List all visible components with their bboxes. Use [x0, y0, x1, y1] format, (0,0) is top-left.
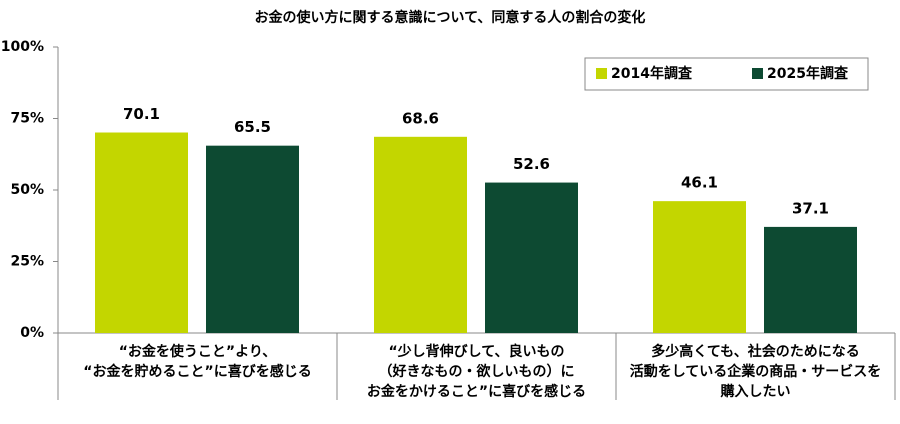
- value-label: 52.6: [513, 155, 550, 173]
- y-tick-label: 75%: [10, 111, 44, 127]
- y-tick-label: 50%: [10, 182, 44, 198]
- y-tick-label: 100%: [1, 39, 44, 55]
- legend-label: 2014年調査: [611, 65, 693, 82]
- y-tick-label: 0%: [20, 325, 44, 341]
- value-label: 46.1: [681, 174, 718, 192]
- legend-label: 2025年調査: [767, 65, 849, 82]
- legend-swatch: [596, 68, 607, 79]
- legend-swatch: [752, 68, 763, 79]
- bar: [374, 136, 467, 333]
- value-label: 37.1: [792, 199, 829, 217]
- value-label: 68.6: [402, 109, 439, 127]
- bar: [764, 226, 857, 333]
- x-tick-label: 多少高くても、社会のためになる活動をしている企業の商品・サービスを購入したい: [630, 343, 882, 400]
- bar: [95, 132, 188, 333]
- bar: [653, 201, 746, 333]
- legend-box: [584, 57, 869, 91]
- value-label: 65.5: [234, 118, 271, 136]
- value-label: 70.1: [123, 105, 160, 123]
- x-tick-label: “少し背伸びして、良いもの（好きなもの・欲しいもの）にお金をかけること”に喜びを…: [367, 343, 586, 400]
- y-tick-label: 25%: [10, 254, 44, 270]
- bar: [206, 145, 299, 333]
- chart-title: お金の使い方に関する意識について、同意する人の割合の変化: [255, 9, 646, 26]
- x-tick-label: “お金を使うこと”より、“お金を貯めること”に喜びを感じる: [83, 343, 311, 380]
- bar: [485, 182, 578, 333]
